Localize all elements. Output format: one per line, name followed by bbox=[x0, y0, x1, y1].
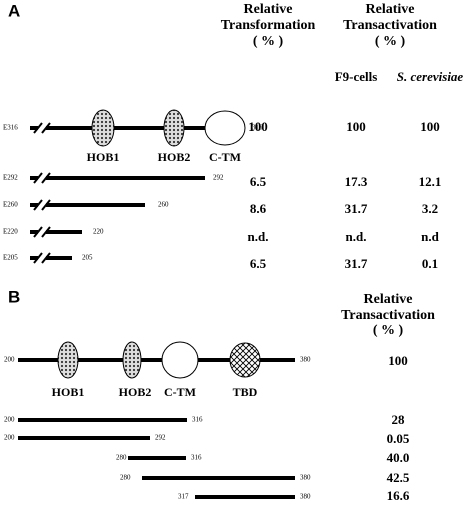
header: ( % ) bbox=[373, 323, 404, 338]
construct-end: 220 bbox=[93, 228, 104, 236]
header: ( % ) bbox=[253, 34, 284, 49]
break-gap bbox=[38, 228, 46, 236]
construct-start: 280 bbox=[116, 454, 127, 462]
domain-label: HOB2 bbox=[119, 385, 152, 399]
value: 100 bbox=[420, 119, 440, 134]
domain-hob1 bbox=[57, 341, 79, 379]
domain-ctm bbox=[204, 110, 246, 146]
value: n.d. bbox=[346, 229, 367, 244]
panel-label: A bbox=[8, 1, 20, 20]
header: Transactivation bbox=[343, 18, 437, 33]
value: 6.5 bbox=[250, 174, 267, 189]
construct-end: 292 bbox=[213, 174, 224, 182]
header: Relative bbox=[244, 2, 293, 17]
break-gap bbox=[38, 201, 46, 209]
construct-end: 316 bbox=[192, 416, 203, 424]
construct-name: E316 bbox=[3, 124, 18, 132]
construct-end: 316 bbox=[252, 124, 263, 132]
value: 6.5 bbox=[250, 256, 267, 271]
break-mark bbox=[33, 122, 43, 134]
value: 8.6 bbox=[250, 201, 267, 216]
construct-end: 316 bbox=[191, 454, 202, 462]
domain-hob1 bbox=[91, 109, 115, 147]
value: 100 bbox=[388, 353, 408, 368]
value: 3.2 bbox=[422, 201, 438, 216]
construct-name: E220 bbox=[3, 228, 18, 236]
construct-end: 380 bbox=[300, 493, 311, 501]
break-mark bbox=[41, 252, 51, 264]
domain-label: HOB1 bbox=[87, 150, 120, 164]
construct-end: 380 bbox=[300, 356, 311, 364]
header: Transactivation bbox=[341, 308, 435, 323]
domain-label: HOB2 bbox=[158, 150, 191, 164]
construct-name: E292 bbox=[3, 174, 18, 182]
construct-start: 200 bbox=[4, 356, 15, 364]
break-gap bbox=[38, 254, 46, 262]
value: 31.7 bbox=[345, 201, 368, 216]
break-mark bbox=[41, 122, 51, 134]
domain-label: HOB1 bbox=[52, 385, 85, 399]
construct-name: E205 bbox=[3, 254, 18, 262]
construct-start: 200 bbox=[4, 416, 15, 424]
value: 28 bbox=[392, 412, 406, 427]
construct-start: 280 bbox=[120, 474, 131, 482]
break-mark bbox=[41, 172, 51, 184]
value: 17.3 bbox=[345, 174, 368, 189]
construct-start: 200 bbox=[4, 434, 15, 442]
break-mark bbox=[41, 226, 51, 238]
value: 12.1 bbox=[419, 174, 442, 189]
break-mark bbox=[41, 199, 51, 211]
domain-hob2 bbox=[163, 109, 185, 147]
break-gap bbox=[38, 174, 46, 182]
break-mark bbox=[33, 226, 43, 238]
break-gap bbox=[38, 124, 46, 132]
header: Relative bbox=[364, 292, 413, 307]
header: ( % ) bbox=[375, 34, 406, 49]
construct-end: 380 bbox=[300, 474, 311, 482]
value: 100 bbox=[346, 119, 366, 134]
construct-end: 260 bbox=[158, 201, 169, 209]
domain-hob2 bbox=[122, 341, 142, 379]
value: 16.6 bbox=[387, 488, 410, 503]
break-mark bbox=[33, 172, 43, 184]
domain-label: TBD bbox=[233, 385, 258, 399]
value: n.d bbox=[421, 229, 439, 244]
domain-ctm bbox=[161, 341, 199, 379]
subheader: S. cerevisiae bbox=[397, 69, 464, 84]
value: 31.7 bbox=[345, 256, 368, 271]
break-mark bbox=[33, 199, 43, 211]
value: 42.5 bbox=[387, 470, 410, 485]
break-mark bbox=[33, 252, 43, 264]
value: n.d. bbox=[248, 229, 269, 244]
header: Relative bbox=[366, 2, 415, 17]
domain-label: C-TM bbox=[209, 150, 241, 164]
value: 0.1 bbox=[422, 256, 438, 271]
subheader: F9-cells bbox=[335, 69, 378, 84]
value: 100 bbox=[248, 119, 268, 134]
value: 0.05 bbox=[387, 431, 410, 446]
construct-end: 292 bbox=[155, 434, 166, 442]
domain-tbd bbox=[229, 342, 261, 378]
value: 40.0 bbox=[387, 450, 410, 465]
construct-name: E260 bbox=[3, 201, 18, 209]
construct-end: 205 bbox=[82, 254, 93, 262]
header: Transformation bbox=[221, 18, 316, 33]
construct-start: 317 bbox=[178, 493, 189, 501]
domain-label: C-TM bbox=[164, 385, 196, 399]
panel-label: B bbox=[8, 287, 20, 306]
